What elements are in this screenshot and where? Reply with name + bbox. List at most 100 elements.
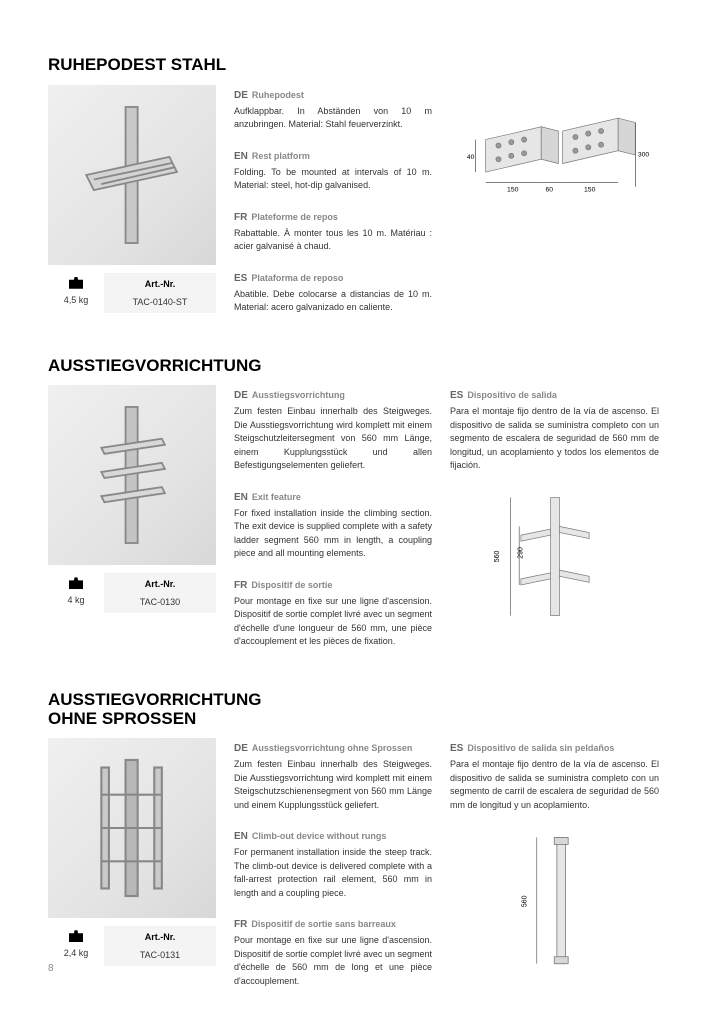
- lang-tag: ES: [234, 273, 247, 284]
- lang-title: Dispositivo de salida sin peldaños: [467, 743, 614, 753]
- svg-text:40: 40: [467, 154, 475, 161]
- lang-title: Dispositif de sortie sans barreaux: [251, 919, 396, 929]
- svg-text:60: 60: [546, 187, 554, 194]
- lang-title: Exit feature: [252, 492, 301, 502]
- lang-title: Climb-out device without rungs: [252, 831, 387, 841]
- lang-fr: FR Dispositif de sortie sans barreaux Pou…: [234, 914, 432, 988]
- lang-title: Ausstiegsvorrichtung: [252, 390, 345, 400]
- lang-en: EN Rest platform Folding. To be mounted a…: [234, 146, 432, 193]
- page-number: 8: [48, 963, 54, 974]
- lang-en: EN Climb-out device without rungs For per…: [234, 826, 432, 900]
- lang-body: Para el montaje fijo dentro de la vía de…: [450, 758, 659, 812]
- lang-de: DERuhepodest Aufklappbar. In Abständen v…: [234, 85, 432, 132]
- lang-tag: EN: [234, 151, 248, 162]
- drawing-svg: 560: [502, 826, 607, 976]
- art-nr-label: Art.-Nr.: [145, 579, 176, 589]
- lang-body: Abatible. Debe colocarse a distancias de…: [234, 288, 432, 315]
- lang-tag: EN: [234, 831, 248, 842]
- lang-body: Aufklappbar. In Abständen von 10 m anzub…: [234, 105, 432, 132]
- art-nr-cell: Art.-Nr. TAC-0130: [104, 573, 216, 613]
- svg-text:300: 300: [638, 152, 648, 159]
- technical-drawing: 560 290: [450, 487, 659, 627]
- lang-tag: FR: [234, 919, 247, 930]
- weight-value: 4 kg: [67, 595, 84, 605]
- lang-es: ES Plataforma de reposo Abatible. Debe co…: [234, 268, 432, 315]
- lang-title: Rest platform: [252, 151, 310, 161]
- technical-drawing: 40 150 60 150 300: [450, 85, 659, 255]
- mid-column: DE Ausstiegsvorrichtung Zum festen Einbau…: [234, 385, 432, 663]
- weight-icon: [69, 277, 83, 289]
- lang-fr: FR Plateforme de repos Rabattable. À mont…: [234, 207, 432, 254]
- art-nr-value: TAC-0130: [140, 597, 180, 607]
- weight-cell: 2,4 kg: [48, 926, 104, 966]
- section-ausstieg-ohne: AUSSTIEGVORRICHTUNGOHNE SPROSSEN: [48, 691, 659, 1002]
- lang-body: Folding. To be mounted at intervals of 1…: [234, 166, 432, 193]
- lang-fr: FR Dispositif de sortie Pour montage en f…: [234, 575, 432, 649]
- heading-2: AUSSTIEGVORRICHTUNG: [48, 357, 659, 376]
- lang-title: Dispositif de sortie: [251, 580, 332, 590]
- left-column: 4,5 kg Art.-Nr. TAC-0140-ST: [48, 85, 216, 329]
- svg-text:290: 290: [518, 547, 525, 559]
- lang-title: Plataforma de reposo: [251, 273, 343, 283]
- svg-text:150: 150: [507, 187, 519, 194]
- exit-illustration: [56, 394, 207, 556]
- rail-illustration: [56, 747, 207, 909]
- technical-drawing: 560: [450, 826, 659, 976]
- product-image: [48, 85, 216, 265]
- meta-row: 4 kg Art.-Nr. TAC-0130: [48, 573, 216, 613]
- lang-title: Ausstiegsvorrichtung ohne Sprossen: [252, 743, 413, 753]
- lang-body: Para el montaje fijo dentro de la vía de…: [450, 405, 659, 473]
- lang-body: Pour montage en fixe sur une ligne d'asc…: [234, 595, 432, 649]
- art-nr-cell: Art.-Nr. TAC-0140-ST: [104, 273, 216, 313]
- product-image: [48, 385, 216, 565]
- lang-tag: DE: [234, 390, 248, 401]
- lang-title: Plateforme de repos: [251, 212, 338, 222]
- lang-tag: FR: [234, 212, 247, 223]
- section-ruhepodest: RUHEPODEST STAHL: [48, 56, 659, 329]
- lang-title: Dispositivo de salida: [467, 390, 557, 400]
- right-column: ES Dispositivo de salida Para el montaje …: [450, 385, 659, 663]
- left-column: 4 kg Art.-Nr. TAC-0130: [48, 385, 216, 663]
- lang-es: ES Dispositivo de salida sin peldaños Par…: [450, 738, 659, 812]
- right-column: 40 150 60 150 300: [450, 85, 659, 329]
- lang-body: Pour montage en fixe sur une ligne d'asc…: [234, 934, 432, 988]
- weight-value: 2,4 kg: [64, 948, 89, 958]
- svg-text:560: 560: [494, 550, 501, 562]
- lang-body: Zum festen Einbau innerhalb des Steigweg…: [234, 758, 432, 812]
- platform-illustration: [56, 94, 207, 256]
- right-column: ES Dispositivo de salida sin peldaños Par…: [450, 738, 659, 1002]
- heading-1: RUHEPODEST STAHL: [48, 56, 659, 75]
- drawing-svg: 40 150 60 150 300: [460, 93, 648, 246]
- left-column: 2,4 kg Art.-Nr. TAC-0131: [48, 738, 216, 1002]
- section-ausstieg: AUSSTIEGVORRICHTUNG: [48, 357, 659, 663]
- lang-de: DE Ausstiegsvorrichtung Zum festen Einbau…: [234, 385, 432, 473]
- weight-cell: 4 kg: [48, 573, 104, 613]
- mid-column: DERuhepodest Aufklappbar. In Abständen v…: [234, 85, 432, 329]
- lang-tag: DE: [234, 90, 248, 101]
- heading-3: AUSSTIEGVORRICHTUNGOHNE SPROSSEN: [48, 691, 659, 728]
- weight-cell: 4,5 kg: [48, 273, 104, 313]
- art-nr-label: Art.-Nr.: [145, 279, 176, 289]
- drawing-svg: 560 290: [481, 487, 627, 627]
- lang-tag: ES: [450, 390, 463, 401]
- meta-row: 2,4 kg Art.-Nr. TAC-0131: [48, 926, 216, 966]
- product-image: [48, 738, 216, 918]
- art-nr-value: TAC-0140-ST: [133, 297, 188, 307]
- weight-icon: [69, 930, 83, 942]
- lang-es: ES Dispositivo de salida Para el montaje …: [450, 385, 659, 473]
- lang-tag: ES: [450, 743, 463, 754]
- lang-body: Zum festen Einbau innerhalb des Steigweg…: [234, 405, 432, 473]
- weight-value: 4,5 kg: [64, 295, 89, 305]
- art-nr-cell: Art.-Nr. TAC-0131: [104, 926, 216, 966]
- lang-en: ENExit feature For fixed installation in…: [234, 487, 432, 561]
- lang-tag: FR: [234, 580, 247, 591]
- lang-body: Rabattable. À monter tous les 10 m. Maté…: [234, 227, 432, 254]
- svg-text:150: 150: [584, 187, 596, 194]
- mid-column: DE Ausstiegsvorrichtung ohne Sprossen Zum…: [234, 738, 432, 1002]
- lang-de: DE Ausstiegsvorrichtung ohne Sprossen Zum…: [234, 738, 432, 812]
- lang-tag: DE: [234, 743, 248, 754]
- meta-row: 4,5 kg Art.-Nr. TAC-0140-ST: [48, 273, 216, 313]
- weight-icon: [69, 577, 83, 589]
- lang-body: For permanent installation inside the st…: [234, 846, 432, 900]
- svg-text:560: 560: [522, 896, 529, 908]
